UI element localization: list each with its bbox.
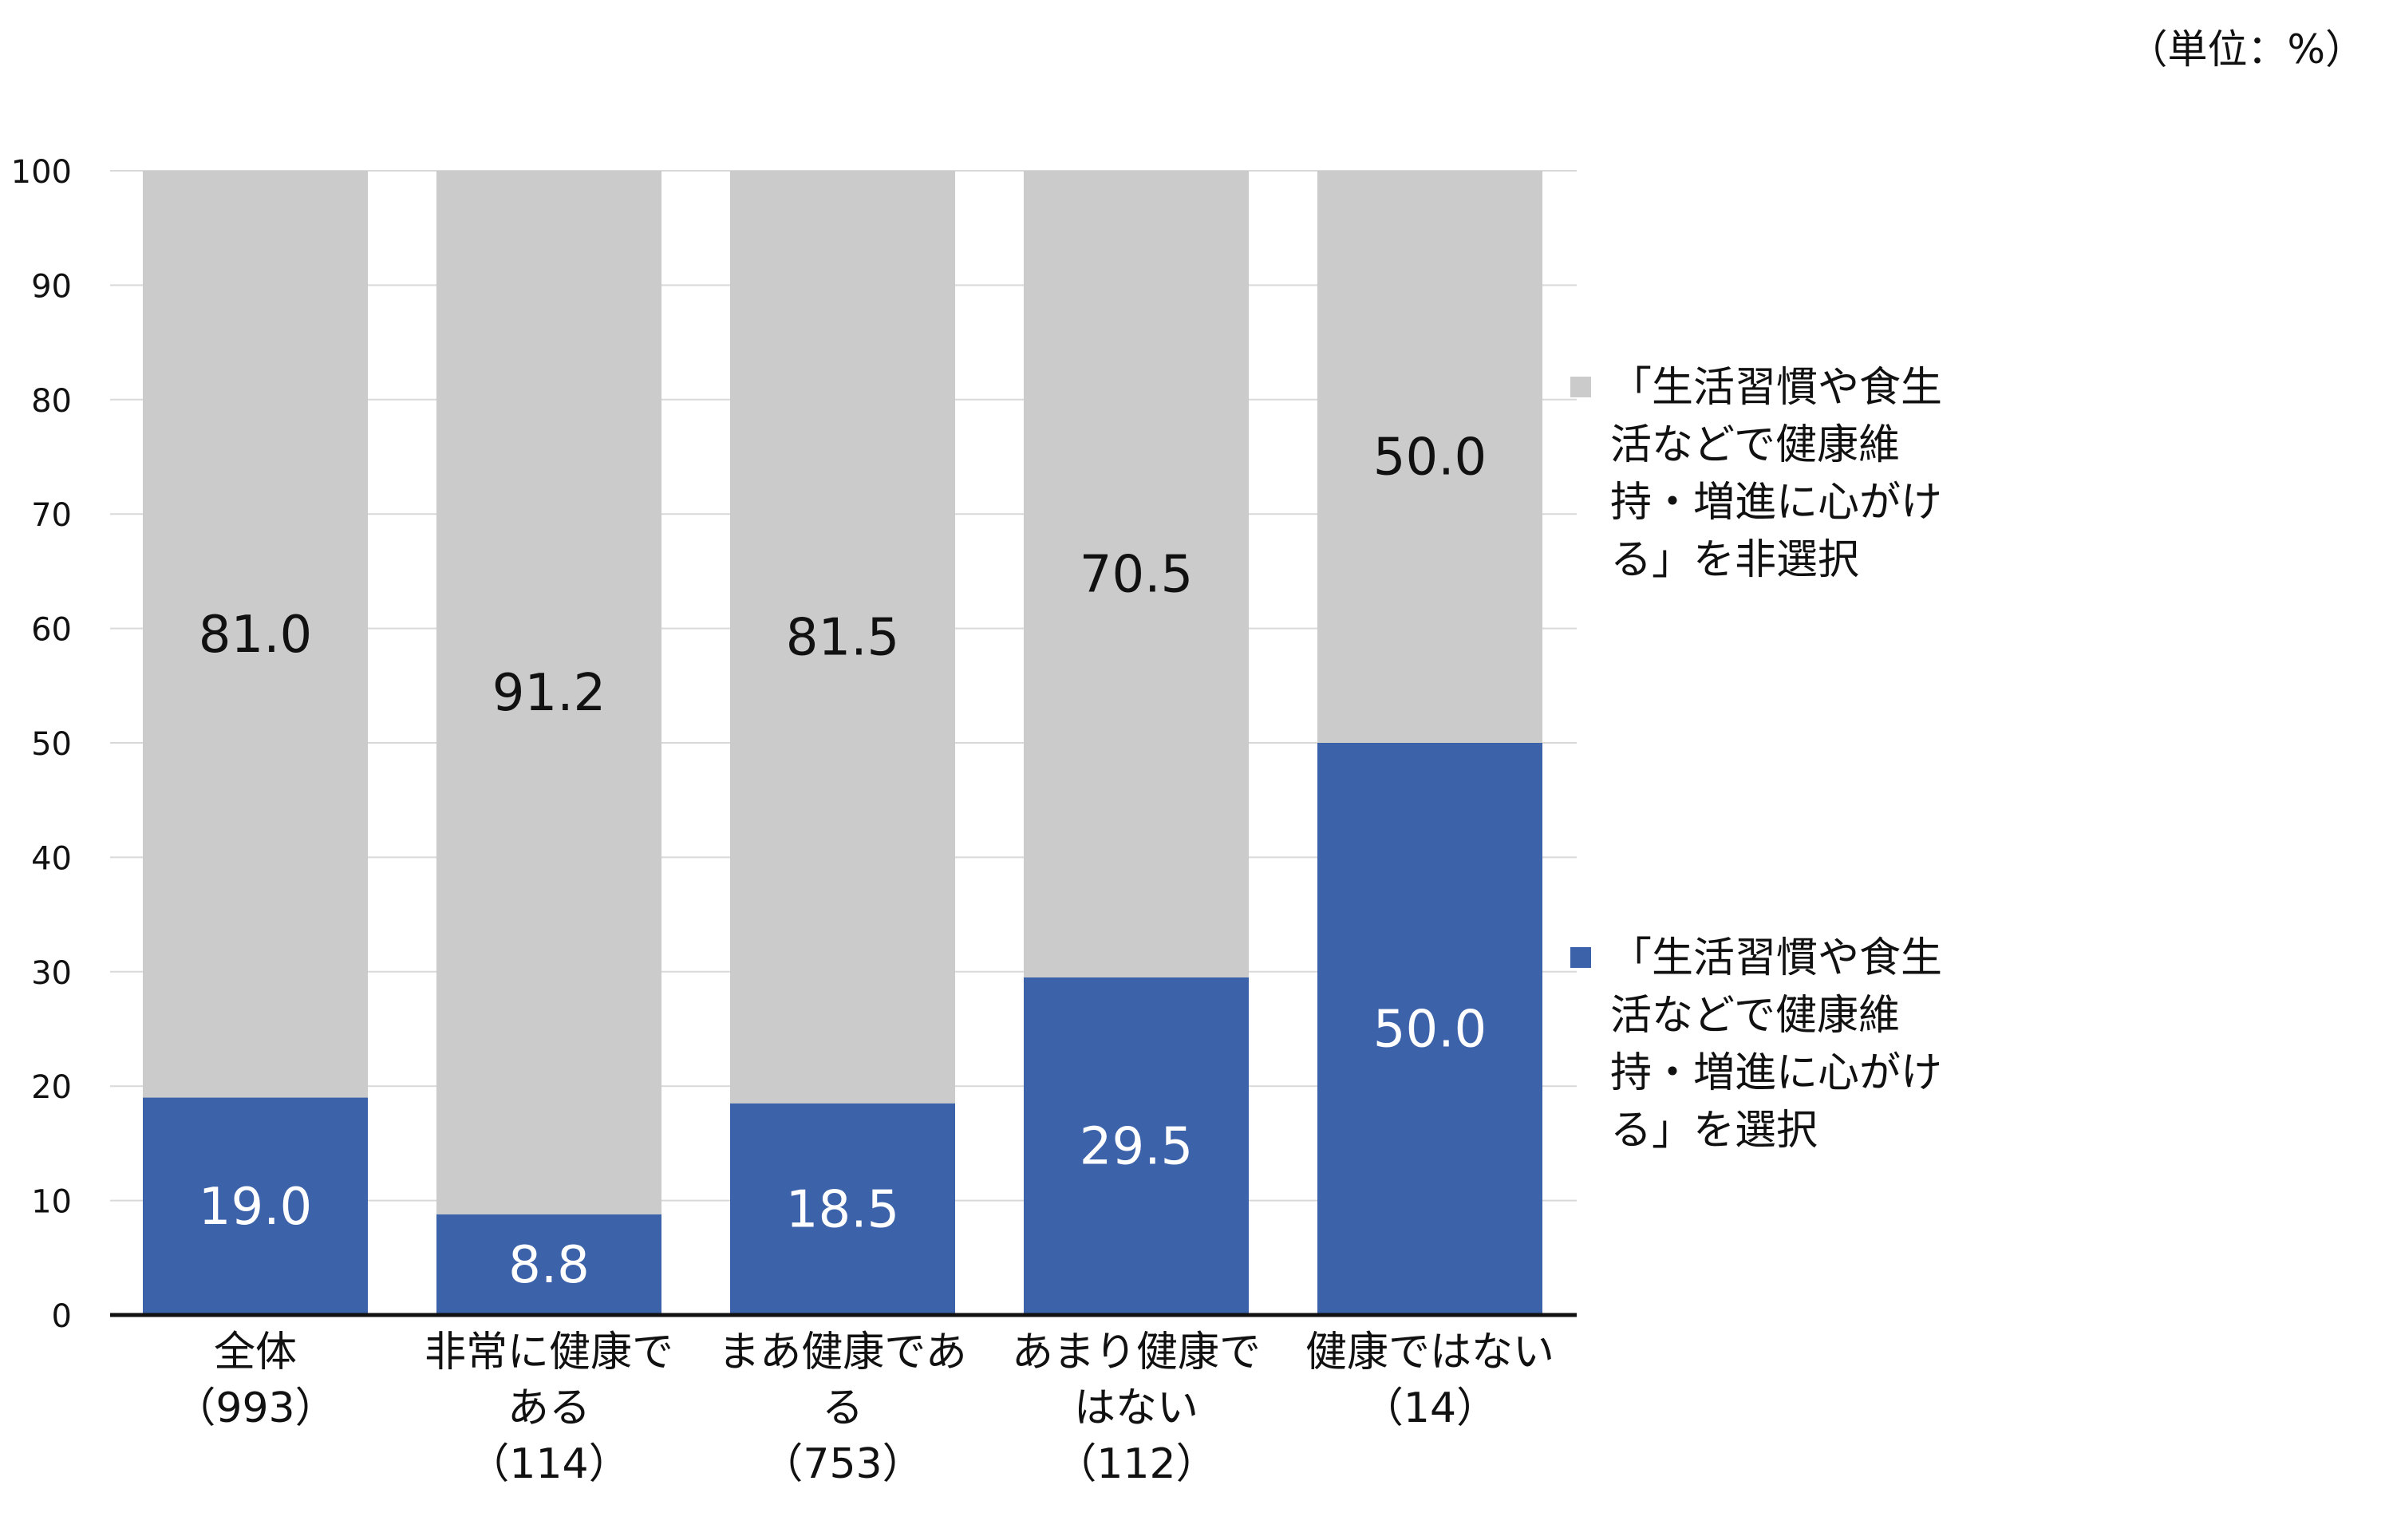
bar-segment-not-selected (1024, 171, 1249, 977)
category-label-line1: 健康ではない (1305, 1329, 1554, 1376)
legend-swatch-not-selected (1570, 377, 1591, 397)
category-label-n: （14） (1361, 1384, 1499, 1432)
category-label-line1: 非常に健康で (424, 1329, 673, 1376)
legend: 「生活習慣や食生活などで健康維持・増進に心がける」を非選択 (1570, 359, 1985, 589)
bar-segment-not-selected (730, 171, 955, 1104)
category-label-n: （753） (761, 1440, 924, 1488)
data-label: 50.0 (1373, 1001, 1487, 1060)
category-label-not-healthy: 健康ではない （14） (1294, 1325, 1566, 1436)
y-tick-label: 80 (31, 383, 72, 420)
category-label-line2: はない (1073, 1384, 1198, 1432)
legend-label-selected: 「生活習慣や食生活などで健康維持・増進に心がける」を選択 (1610, 934, 1943, 1155)
category-label-very-healthy: 非常に健康で ある （114） (413, 1325, 685, 1492)
data-label: 81.5 (786, 608, 900, 667)
category-label-fairly-healthy: まあ健康であ る （753） (707, 1325, 978, 1492)
legend-label-not-selected: 「生活習慣や食生活などで健康維持・増進に心がける」を非選択 (1610, 364, 1943, 584)
category-label-line1: あまり健康で (1011, 1329, 1261, 1376)
y-tick-label: 10 (31, 1184, 72, 1221)
category-label-line1: まあ健康であ (718, 1329, 967, 1376)
bar-segment-selected (143, 1097, 368, 1315)
bar-segment-selected (436, 1214, 661, 1315)
data-label: 91.2 (492, 664, 606, 723)
legend-swatch-selected (1570, 947, 1591, 968)
category-label-n: （112） (1055, 1440, 1218, 1488)
category-label-n: （993） (174, 1384, 337, 1432)
category-label-not-very-healthy: あまり健康で はない （112） (1001, 1325, 1272, 1492)
data-label: 70.5 (1080, 545, 1194, 604)
y-tick-label: 100 (11, 154, 72, 191)
bar-segment-not-selected (436, 171, 661, 1214)
category-label-line2: ある (507, 1384, 590, 1432)
unit-label: （単位：%） (2127, 26, 2365, 73)
category-label-line1: 全体 (213, 1329, 297, 1376)
bar-segment-not-selected (1317, 171, 1542, 743)
data-label: 81.0 (199, 606, 313, 665)
legend-item-not-selected: 「生活習慣や食生活などで健康維持・増進に心がける」を非選択 (1570, 359, 1985, 589)
category-label-line2: る (821, 1384, 863, 1432)
data-label: 29.5 (1080, 1117, 1194, 1176)
data-label: 50.0 (1373, 428, 1487, 488)
y-tick-label: 30 (31, 955, 72, 992)
bar-segment-selected (1317, 743, 1542, 1315)
y-tick-label: 70 (31, 497, 72, 534)
y-tick-label: 90 (31, 268, 72, 305)
bar-segment-not-selected (143, 171, 368, 1098)
y-tick-label: 20 (31, 1069, 72, 1106)
legend-item-selected: 「生活習慣や食生活などで健康維持・増進に心がける」を選択 (1570, 930, 1985, 1159)
bar-segment-selected (1024, 977, 1249, 1315)
data-label: 8.8 (508, 1236, 590, 1295)
y-tick-label: 60 (31, 612, 72, 649)
y-tick-label: 0 (52, 1298, 72, 1335)
category-label-n: （114） (468, 1440, 630, 1488)
data-label: 19.0 (199, 1178, 313, 1237)
category-label-all: 全体 （993） (120, 1325, 391, 1436)
data-label: 18.5 (786, 1180, 900, 1239)
y-tick-label: 50 (31, 726, 72, 763)
legend-lower: 「生活習慣や食生活などで健康維持・増進に心がける」を選択 (1570, 930, 1985, 1159)
y-tick-label: 40 (31, 840, 72, 877)
bar-segment-selected (730, 1103, 955, 1315)
